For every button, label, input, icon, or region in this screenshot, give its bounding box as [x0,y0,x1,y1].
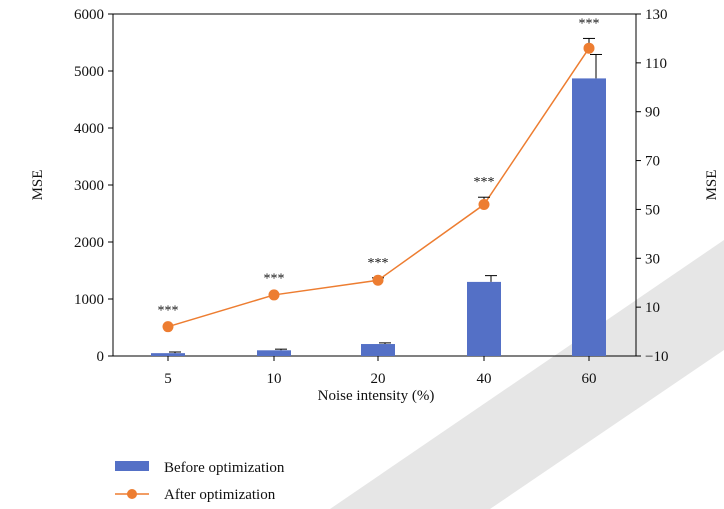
line-point-5 [162,321,174,333]
significance-20: *** [368,256,389,271]
left-ticks: 0 1000 2000 3000 4000 5000 6000 [74,7,113,365]
right-tick-label: 50 [645,202,660,218]
legend-swatch-marker [127,489,137,499]
right-tick-label: −10 [645,349,668,365]
x-tick-label: 5 [164,371,172,387]
bar-5 [151,353,185,356]
bar-errorbars-group [169,53,602,354]
plot-frame [112,13,637,357]
legend-label-line: After optimization [164,487,276,503]
legend: Before optimization After optimization [115,460,285,503]
x-tick-label: 20 [371,371,386,387]
legend-swatch-bar [115,461,149,471]
line-point-20 [372,274,384,286]
significance-5: *** [158,303,179,318]
watermark [330,240,724,509]
left-tick-label: 4000 [74,121,104,137]
bar-60 [572,78,606,356]
line-point-10 [268,289,280,301]
bar-40 [467,281,501,356]
line-point-40 [478,199,490,211]
significance-60: *** [579,16,600,31]
right-tick-label: 30 [645,251,660,267]
right-tick-label: 90 [645,105,660,121]
left-tick-label: 3000 [74,178,104,194]
right-tick-label: 10 [645,300,660,316]
y-axis-label-left: MSE [30,170,46,201]
right-tick-label: 70 [645,154,660,170]
bar-20 [361,344,395,356]
significance-10: *** [264,272,285,287]
x-tick-label: 40 [477,371,492,387]
x-tick-label: 10 [267,371,282,387]
x-ticks: 5 10 20 40 60 [164,356,597,387]
significance-annotations: *** *** *** *** *** [158,16,600,318]
x-tick-label: 60 [582,371,597,387]
significance-40: *** [474,175,495,190]
legend-label-bar: Before optimization [164,460,285,476]
right-tick-label: 130 [645,7,668,23]
bars-group [151,78,606,356]
x-axis-label: Noise intensity (%) [318,388,435,404]
line-point-60 [583,42,595,54]
left-tick-label: 6000 [74,7,104,23]
line-series-group [162,37,595,333]
left-tick-label: 5000 [74,64,104,80]
right-ticks: −10 10 30 50 70 90 110 130 [636,7,668,365]
left-tick-label: 0 [97,349,105,365]
bar-10 [257,350,291,356]
left-tick-label: 1000 [74,292,104,308]
right-tick-label: 110 [645,56,667,72]
y-axis-label-right: MSE [704,170,720,201]
left-tick-label: 2000 [74,235,104,251]
